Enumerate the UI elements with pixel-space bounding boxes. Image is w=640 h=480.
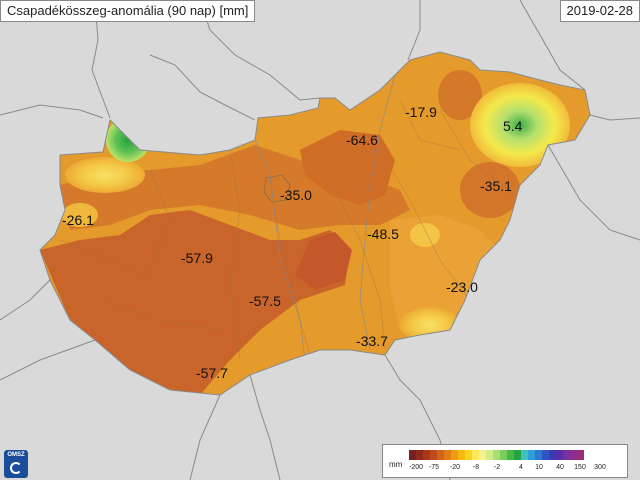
legend-tick-label: -20 [449,464,461,471]
legend-swatch [416,450,423,460]
legend-tick-label: -8 [472,464,480,471]
anomaly-labels: -26.1 -57.9 -35.0 -64.6 -17.9 5.4 -35.1 -48.5 -2… [62,104,523,381]
logo-emblem-icon [10,462,22,474]
legend-tick-label: 150 [574,464,586,471]
anomaly-label-sopron-area: -26.1 [62,212,94,228]
legend-swatch [514,450,521,460]
anomaly-label-budapest: -35.0 [280,187,312,203]
legend-swatch [423,450,430,460]
anomaly-label-northeast: -17.9 [405,104,437,120]
legend-swatch [451,450,458,460]
legend-swatch [444,450,451,460]
legend-swatch [556,450,563,460]
legend-swatch [458,450,465,460]
legend-swatch [535,450,542,460]
map-date: 2019-02-28 [559,0,640,22]
anomaly-label-bekes: -23.0 [446,279,478,295]
legend-swatch [465,450,472,460]
legend-swatch [542,450,549,460]
legend-tick-label: -75 [428,464,440,471]
legend-tick-label: 10 [535,464,543,471]
legend-swatch [500,450,507,460]
map-title: Csapadékösszeg-anomália (90 nap) [mm] [0,0,256,22]
legend-swatch [493,450,500,460]
legend-swatch [528,450,535,460]
omsz-logo: OMSZ [4,450,28,478]
legend-swatch [479,450,486,460]
legend-swatch [472,450,479,460]
legend-swatch [437,450,444,460]
anomaly-label-pecs: -57.7 [196,365,228,381]
legend-swatch [409,450,416,460]
anomaly-label-west-center: -57.9 [181,250,213,266]
anomaly-label-north-center: -64.6 [346,132,378,148]
legend-swatches [409,450,584,460]
logo-text: OMSZ [7,452,25,458]
anomaly-label-center-south: -57.5 [249,293,281,309]
legend-tick-label: 40 [556,464,564,471]
legend-swatch [549,450,556,460]
hungary-outline [39,51,591,396]
legend-swatch [563,450,570,460]
legend-tick-labels: -200 -75 -20 -8 -2 4 10 40 150 300 [383,464,627,474]
anomaly-label-alfold: -48.5 [367,226,399,242]
anomaly-label-nyiregyhaza: 5.4 [503,118,523,134]
legend-swatch [521,450,528,460]
legend-tick-label: 4 [519,464,523,471]
legend-swatch [486,450,493,460]
legend-swatch [577,450,584,460]
legend-swatch [507,450,514,460]
color-legend: mm -200 -75 -20 -8 -2 4 10 40 150 300 [382,444,628,478]
anomaly-label-debrecen: -35.1 [480,178,512,194]
legend-unit: mm [389,460,403,469]
legend-tick-label: -2 [493,464,501,471]
anomaly-label-szeged: -33.7 [356,333,388,349]
legend-tick-label: -200 [408,464,424,471]
legend-swatch [570,450,577,460]
budapest-outline [263,174,291,203]
legend-swatch [430,450,437,460]
legend-tick-label: 300 [594,464,606,471]
